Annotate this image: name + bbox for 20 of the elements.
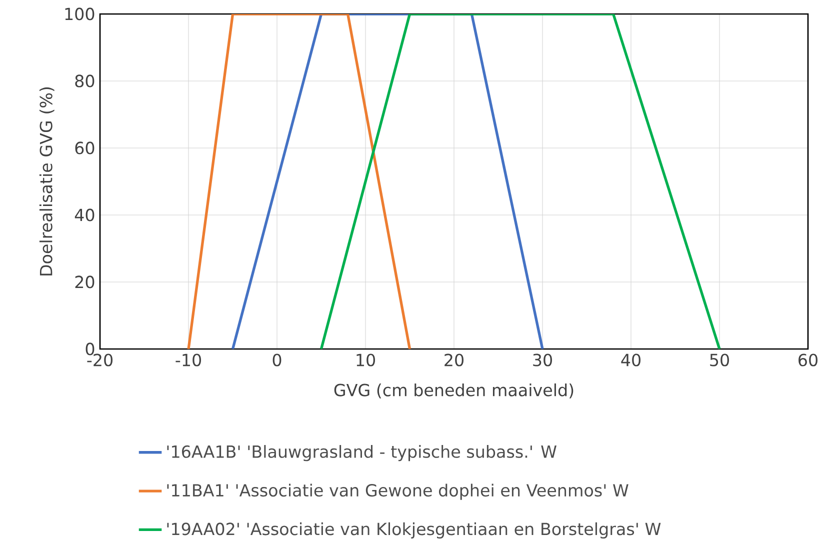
- y-tick-label: 100: [65, 8, 94, 20]
- y-tick-label: 80: [75, 74, 94, 88]
- y-axis-title: Doelrealisatie GVG (%): [39, 87, 54, 276]
- y-tick-label: 40: [74, 208, 94, 222]
- y-tick-label: 20: [75, 276, 94, 288]
- y-tick-label: 60: [75, 142, 94, 154]
- x-tick-label: 20: [444, 354, 464, 366]
- x-tick-label: -10: [176, 354, 202, 366]
- legend-label: '16AA1B' 'Blauwgrasland - typische subass.' W: [167, 445, 556, 462]
- legend-label: '11BA1' 'Associatie van Gewone dophei en Veenmos' W: [167, 484, 628, 500]
- x-tick-label: 60: [798, 354, 818, 366]
- x-tick-label: 30: [533, 354, 552, 366]
- x-tick-label: 10: [356, 354, 375, 366]
- x-tick-label: 40: [621, 354, 640, 366]
- x-axis-title: GVG (cm beneden maaiveld): [334, 383, 574, 398]
- x-tick-label: 0: [272, 354, 282, 366]
- y-tick-label: 0: [86, 342, 94, 356]
- x-tick-label: -20: [87, 354, 113, 366]
- legend-label: '19AA02' 'Associatie van Klokjesgentiaan en Borstelgras' W: [167, 522, 661, 538]
- x-tick-label: 50: [710, 354, 729, 366]
